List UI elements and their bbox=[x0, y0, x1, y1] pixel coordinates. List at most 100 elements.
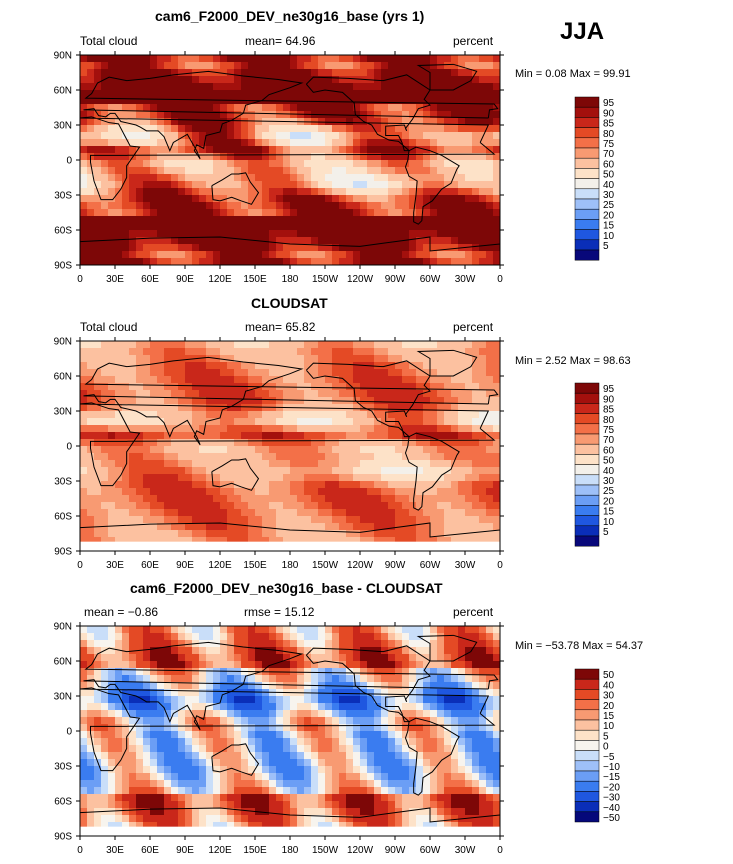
field-cell bbox=[493, 160, 500, 168]
field-cell bbox=[381, 446, 389, 454]
field-cell bbox=[178, 341, 186, 349]
field-cell bbox=[402, 188, 410, 196]
field-cell bbox=[332, 759, 340, 767]
field-cell bbox=[234, 90, 242, 98]
field-cell bbox=[381, 682, 389, 690]
field-cell bbox=[388, 633, 396, 641]
field-cell bbox=[199, 111, 207, 119]
missing-data-band bbox=[80, 541, 500, 551]
field-cell bbox=[402, 724, 410, 732]
field-cell bbox=[255, 411, 263, 419]
field-cell bbox=[87, 139, 95, 147]
field-cell bbox=[479, 237, 487, 245]
field-cell bbox=[367, 55, 375, 63]
field-cell bbox=[199, 174, 207, 182]
field-cell bbox=[451, 69, 459, 77]
field-cell bbox=[486, 495, 494, 503]
field-cell bbox=[367, 111, 375, 119]
field-cell bbox=[479, 55, 487, 63]
field-cell bbox=[444, 432, 452, 440]
field-cell bbox=[318, 69, 326, 77]
field-cell bbox=[143, 425, 151, 433]
field-cell bbox=[255, 223, 263, 231]
field-cell bbox=[360, 446, 368, 454]
field-cell bbox=[171, 467, 179, 475]
field-cell bbox=[367, 125, 375, 133]
field-cell bbox=[136, 460, 144, 468]
field-cell bbox=[472, 55, 480, 63]
field-cell bbox=[262, 348, 270, 356]
field-cell bbox=[493, 432, 500, 440]
field-cell bbox=[472, 689, 480, 697]
field-cell bbox=[472, 104, 480, 112]
field-cell bbox=[87, 188, 95, 196]
field-cell bbox=[437, 717, 445, 725]
field-cell bbox=[458, 174, 466, 182]
field-cell bbox=[80, 411, 88, 419]
colorbar-label: 30 bbox=[603, 190, 615, 201]
field-cell bbox=[129, 181, 137, 189]
field-cell bbox=[87, 69, 95, 77]
field-cell bbox=[423, 418, 431, 426]
field-cell bbox=[360, 703, 368, 711]
field-cell bbox=[318, 759, 326, 767]
field-cell bbox=[458, 481, 466, 489]
field-cell bbox=[395, 62, 403, 70]
field-cell bbox=[479, 481, 487, 489]
field-cell bbox=[353, 97, 361, 105]
field-cell bbox=[94, 654, 102, 662]
field-cell bbox=[311, 640, 319, 648]
field-cell bbox=[297, 195, 305, 203]
field-cell bbox=[185, 696, 193, 704]
field-cell bbox=[402, 362, 410, 370]
field-cell bbox=[283, 69, 291, 77]
field-cell bbox=[381, 724, 389, 732]
field-cell bbox=[458, 209, 466, 217]
field-cell bbox=[479, 153, 487, 161]
field-cell bbox=[192, 460, 200, 468]
field-cell bbox=[122, 453, 130, 461]
field-cell bbox=[437, 481, 445, 489]
field-cell bbox=[444, 537, 452, 545]
field-cell bbox=[290, 181, 298, 189]
field-cell bbox=[143, 146, 151, 154]
field-cell bbox=[157, 467, 165, 475]
field-cell bbox=[290, 209, 298, 217]
field-cell bbox=[430, 55, 438, 63]
field-cell bbox=[465, 516, 473, 524]
field-cell bbox=[80, 481, 88, 489]
colorbar-label: 80 bbox=[603, 415, 615, 426]
field-cell bbox=[164, 397, 172, 405]
field-cell bbox=[409, 244, 417, 252]
field-cell bbox=[444, 738, 452, 746]
field-cell bbox=[143, 689, 151, 697]
field-cell bbox=[311, 717, 319, 725]
field-cell bbox=[451, 530, 459, 538]
field-cell bbox=[87, 453, 95, 461]
field-cell bbox=[122, 474, 130, 482]
field-cell bbox=[395, 696, 403, 704]
field-cell bbox=[108, 467, 116, 475]
field-cell bbox=[423, 216, 431, 224]
field-cell bbox=[157, 390, 165, 398]
field-cell bbox=[276, 738, 284, 746]
field-cell bbox=[108, 383, 116, 391]
field-cell bbox=[220, 244, 228, 252]
field-cell bbox=[178, 759, 186, 767]
field-cell bbox=[486, 369, 494, 377]
field-cell bbox=[283, 160, 291, 168]
field-cell bbox=[374, 460, 382, 468]
panel-2-mean-label: mean= 65.82 bbox=[245, 320, 316, 334]
field-cell bbox=[458, 488, 466, 496]
field-cell bbox=[248, 675, 256, 683]
field-cell bbox=[444, 502, 452, 510]
field-cell bbox=[297, 654, 305, 662]
field-cell bbox=[150, 118, 158, 126]
field-cell bbox=[213, 481, 221, 489]
field-cell bbox=[206, 111, 214, 119]
field-cell bbox=[430, 682, 438, 690]
field-cell bbox=[234, 111, 242, 119]
field-cell bbox=[87, 146, 95, 154]
field-cell bbox=[416, 654, 424, 662]
field-cell bbox=[150, 759, 158, 767]
